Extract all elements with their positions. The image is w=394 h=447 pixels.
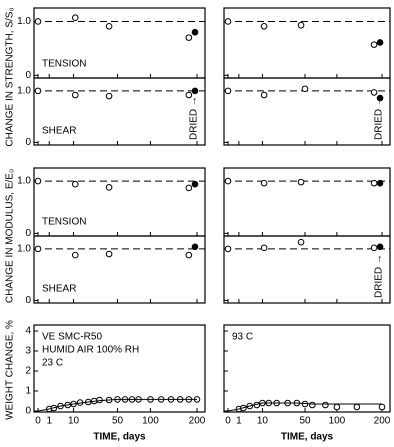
plot-frame	[33, 324, 206, 413]
annotation: DRIED →	[374, 96, 385, 140]
open-point	[297, 21, 305, 29]
filled-point	[191, 28, 199, 36]
x-tick-label: 100	[329, 416, 346, 427]
annotation: DRIED →	[374, 254, 385, 298]
y-tick-label: 1.0	[17, 16, 31, 27]
open-point	[224, 87, 232, 95]
plot-frame	[223, 167, 391, 237]
open-point	[185, 34, 193, 41]
open-point	[297, 178, 305, 186]
y-axis-label: CHANGE IN MODULUS, E/E₀	[5, 169, 16, 303]
open-point	[71, 180, 79, 188]
note: VE SMC-R50	[42, 332, 102, 343]
y-axis-label: WEIGHT CHANGE, %	[5, 320, 16, 420]
x-tick-label: 1	[46, 416, 52, 427]
open-point	[224, 177, 232, 185]
x-tick-label: 10	[68, 416, 80, 427]
y-tick-label: 1.0	[17, 86, 31, 97]
fit-line	[227, 402, 382, 412]
open-point	[370, 41, 378, 48]
plot-frame	[33, 77, 206, 146]
x-tick-label: 100	[142, 416, 159, 427]
x-tick-label: 0	[35, 416, 41, 427]
open-point	[333, 403, 341, 411]
open-point	[297, 238, 305, 246]
open-point	[370, 244, 378, 252]
y-tick-label: 0	[25, 228, 31, 239]
panel-label: TENSION	[42, 59, 86, 70]
open-point	[322, 401, 329, 409]
open-point	[301, 85, 309, 93]
open-point	[105, 250, 113, 258]
x-tick-label: 0	[225, 416, 231, 427]
plot-frame	[223, 77, 391, 146]
plot-frame	[223, 7, 391, 79]
annotation: DRIED →	[189, 96, 200, 140]
x-tick-label: 1	[236, 416, 242, 427]
open-point	[353, 403, 361, 411]
open-point	[260, 23, 268, 30]
note: 93 C	[232, 332, 253, 343]
y-tick-label: 4	[25, 326, 31, 337]
x-tick-label: 10	[257, 416, 269, 427]
open-point	[370, 179, 378, 187]
filled-point	[191, 87, 199, 95]
panel-label: SHEAR	[42, 284, 76, 295]
open-point	[34, 245, 42, 253]
open-point	[34, 177, 42, 185]
x-axis-label: TIME, days	[281, 432, 334, 443]
x-tick-label: 200	[374, 416, 391, 427]
open-point	[378, 403, 386, 411]
x-tick-label: 50	[299, 416, 311, 427]
plot-frame	[33, 235, 206, 304]
y-tick-label: 2	[25, 366, 31, 377]
y-tick-label: 0	[25, 406, 31, 417]
filled-point	[376, 39, 384, 46]
filled-point	[191, 243, 199, 251]
open-point	[185, 184, 193, 192]
open-point	[185, 251, 193, 259]
panel-label: TENSION	[42, 217, 86, 228]
y-axis-label: CHANGE IN STRENGTH, S/S₀	[5, 7, 16, 146]
y-tick-label: 0	[25, 137, 31, 148]
filled-point	[376, 243, 384, 251]
open-point	[71, 91, 79, 99]
open-point	[224, 18, 232, 25]
y-tick-label: 1.0	[17, 176, 31, 187]
open-point	[105, 23, 113, 30]
y-tick-label: 1.0	[17, 244, 31, 255]
open-point	[105, 92, 113, 100]
plot-frame	[223, 235, 391, 304]
x-axis-label: TIME, days	[93, 432, 146, 443]
filled-point	[376, 94, 384, 102]
x-tick-label: 50	[112, 416, 124, 427]
panel-label: SHEAR	[42, 126, 76, 137]
open-point	[370, 89, 378, 96]
open-point	[224, 245, 232, 253]
note: 23 C	[42, 358, 63, 369]
y-tick-label: 0	[25, 295, 31, 306]
open-point	[71, 14, 79, 21]
open-point	[71, 251, 79, 259]
y-tick-label: 3	[25, 346, 31, 357]
open-point	[105, 184, 113, 191]
y-tick-label: 1	[25, 386, 31, 397]
filled-point	[191, 180, 199, 188]
plot-frame	[223, 324, 391, 413]
note: HUMID AIR 100% RH	[42, 345, 139, 356]
x-tick-label: 200	[189, 416, 206, 427]
filled-point	[376, 179, 384, 187]
open-point	[34, 18, 42, 25]
y-tick-label: 0	[25, 70, 31, 81]
open-point	[185, 91, 193, 99]
fit-line	[37, 398, 197, 412]
open-point	[260, 91, 268, 99]
open-point	[260, 244, 268, 252]
open-point	[34, 87, 42, 95]
open-point	[260, 179, 268, 187]
open-point	[309, 401, 316, 409]
